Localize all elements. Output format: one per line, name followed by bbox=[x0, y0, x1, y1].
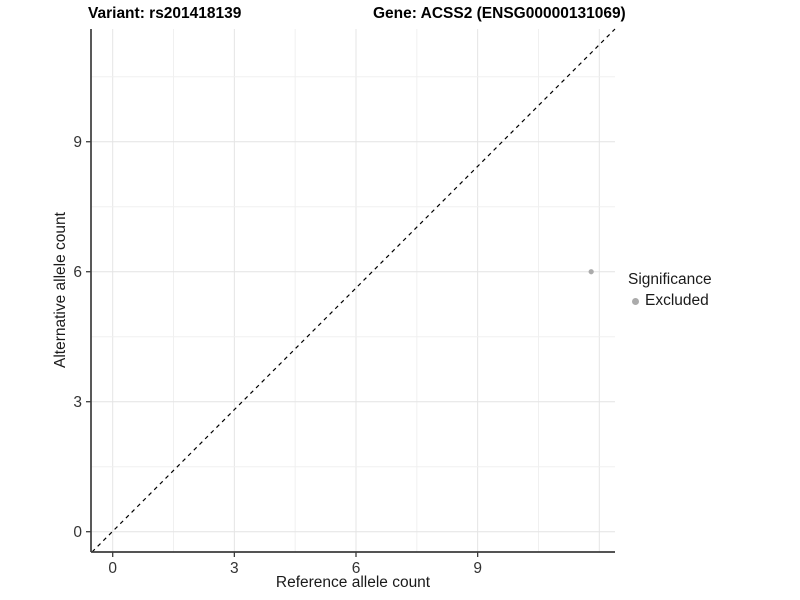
legend-title: Significance bbox=[628, 271, 712, 288]
excluded-point-icon bbox=[632, 297, 639, 305]
x-tick-label: 6 bbox=[352, 560, 361, 577]
y-tick-label: 9 bbox=[73, 134, 82, 151]
legend-item-excluded: Excluded bbox=[628, 292, 712, 310]
x-tick-label: 0 bbox=[108, 560, 117, 577]
variant-title: Variant: rs201418139 bbox=[88, 5, 242, 22]
gene-title: Gene: ACSS2 (ENSG00000131069) bbox=[373, 5, 626, 22]
data-point-excluded bbox=[588, 269, 594, 275]
x-axis-title: Reference allele count bbox=[275, 574, 431, 591]
y-tick-label: 0 bbox=[73, 524, 82, 541]
y-axis-title: Alternative allele count bbox=[52, 212, 69, 368]
y-tick-label: 6 bbox=[73, 264, 82, 281]
x-tick-label: 9 bbox=[473, 560, 482, 577]
legend-item-label: Excluded bbox=[645, 292, 709, 309]
identity-reference-line bbox=[91, 28, 616, 553]
y-tick-label: 3 bbox=[73, 394, 82, 411]
legend: Significance Excluded bbox=[628, 271, 712, 310]
x-tick-label: 3 bbox=[230, 560, 239, 577]
